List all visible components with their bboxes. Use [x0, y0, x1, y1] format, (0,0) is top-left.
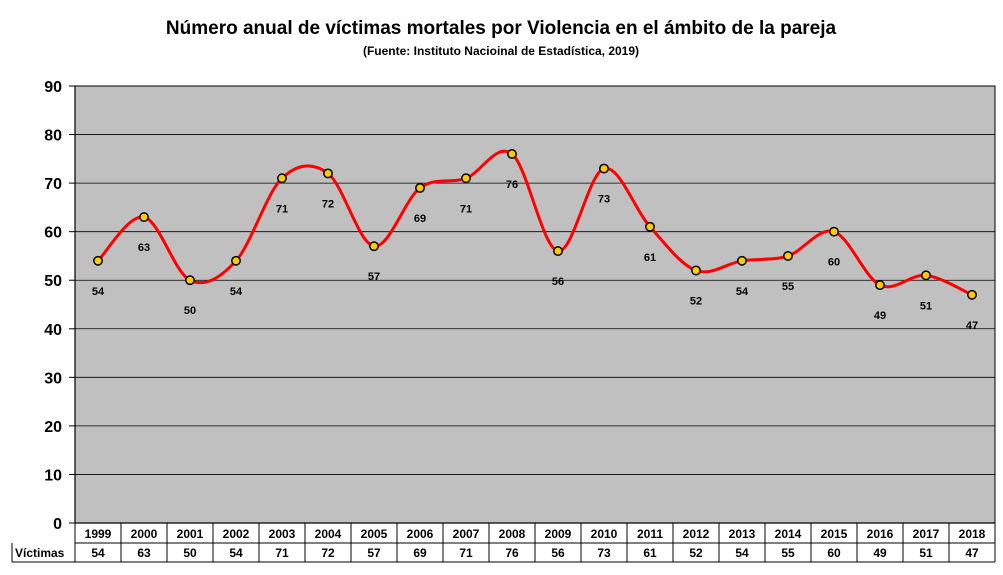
data-point	[277, 173, 287, 184]
data-point	[737, 255, 747, 266]
data-label: 69	[414, 213, 426, 225]
table-value: 71	[459, 546, 473, 560]
data-label: 76	[506, 179, 518, 191]
ytick-label-50: 50	[44, 273, 62, 290]
table-value: 54	[229, 546, 243, 560]
x-tick-label: 2001	[177, 527, 204, 541]
x-tick-label: 2002	[223, 527, 250, 541]
table-value: 55	[781, 546, 795, 560]
x-tick-label: 2006	[407, 527, 434, 541]
x-tick-label: 2007	[453, 527, 480, 541]
table-value: 52	[689, 546, 703, 560]
ytick-label-10: 10	[44, 467, 62, 484]
data-label: 61	[644, 252, 656, 264]
data-point	[645, 221, 655, 232]
data-label: 49	[874, 310, 886, 322]
ytick-label-40: 40	[44, 322, 62, 339]
table-value: 69	[413, 546, 427, 560]
table-value: 47	[965, 546, 979, 560]
chart-subtitle: (Fuente: Instituto Nacioinal de Estadíst…	[363, 44, 639, 58]
data-point	[461, 173, 471, 184]
x-tick-label: 2014	[775, 527, 802, 541]
table-value: 76	[505, 546, 519, 560]
x-tick-label: 2017	[913, 527, 940, 541]
x-tick-label: 2010	[591, 527, 618, 541]
x-tick-label: 2015	[821, 527, 848, 541]
x-tick-label: 2018	[959, 527, 986, 541]
data-point	[783, 250, 793, 261]
data-label: 57	[368, 271, 380, 283]
ytick-label-60: 60	[44, 225, 62, 242]
ytick-label-30: 30	[44, 370, 62, 387]
data-label: 63	[138, 242, 150, 254]
table-value: 57	[367, 546, 381, 560]
data-point	[599, 163, 609, 174]
plot-background	[74, 85, 996, 524]
data-label: 54	[736, 286, 749, 298]
data-point	[507, 149, 517, 159]
x-tick-label: 2003	[269, 527, 296, 541]
x-tick-label: 2011	[637, 527, 663, 541]
table-value: 72	[321, 546, 335, 560]
data-point	[369, 241, 379, 252]
table-value: 71	[275, 546, 289, 560]
data-label: 52	[690, 296, 702, 308]
data-label: 71	[276, 203, 288, 215]
data-point	[829, 226, 839, 237]
data-label: 73	[598, 194, 610, 206]
ytick-label-70: 70	[44, 176, 62, 193]
table-value: 51	[919, 546, 933, 560]
chart-title: Número anual de víctimas mortales por Vi…	[166, 18, 837, 39]
x-tick-label: 2016	[867, 527, 894, 541]
data-label: 71	[460, 203, 472, 215]
table-series-label: Víctimas	[15, 546, 65, 560]
table-value: 60	[827, 546, 841, 560]
table-value: 63	[137, 546, 151, 560]
table-value: 54	[91, 546, 105, 560]
x-tick-label: 2005	[361, 527, 388, 541]
table-value: 56	[551, 546, 565, 560]
ytick-label-0: 0	[53, 516, 62, 533]
data-label: 51	[920, 300, 932, 312]
table-value: 61	[643, 546, 657, 560]
data-label: 72	[322, 198, 334, 210]
ytick-label-90: 90	[44, 79, 62, 96]
data-point	[185, 275, 195, 286]
x-tick-label: 2004	[315, 527, 342, 541]
x-tick-label: 2008	[499, 527, 526, 541]
series-line-victimas	[96, 149, 973, 297]
data-point	[921, 270, 931, 281]
data-point	[323, 168, 333, 179]
ytick-label-20: 20	[44, 419, 62, 436]
data-point	[93, 255, 103, 266]
table-value: 49	[873, 546, 887, 560]
data-point	[139, 212, 149, 223]
x-tick-label: 2009	[545, 527, 572, 541]
table-value: 54	[735, 546, 749, 560]
data-point	[691, 265, 701, 276]
data-point	[231, 255, 241, 266]
x-tick-label: 2013	[729, 527, 756, 541]
data-label: 54	[230, 286, 243, 298]
data-point	[967, 289, 977, 300]
data-label: 60	[828, 257, 840, 269]
data-label: 54	[92, 286, 105, 298]
table-value: 50	[183, 546, 197, 560]
data-point	[553, 246, 563, 257]
data-point	[415, 183, 425, 193]
x-tick-label: 2000	[131, 527, 158, 541]
data-label: 55	[782, 281, 794, 293]
data-label: 56	[552, 276, 564, 288]
data-label: 50	[184, 305, 196, 317]
table-value: 73	[597, 546, 611, 560]
data-point	[875, 280, 885, 291]
data-label: 47	[966, 320, 978, 332]
plot-area: 0 10 20 30 40 50 60 70 80 90 Víctimas 1999 54 2000 63 2…	[11, 79, 996, 563]
x-tick-label: 2012	[683, 527, 710, 541]
ytick-label-80: 80	[44, 128, 62, 145]
x-tick-label: 1999	[85, 527, 112, 541]
